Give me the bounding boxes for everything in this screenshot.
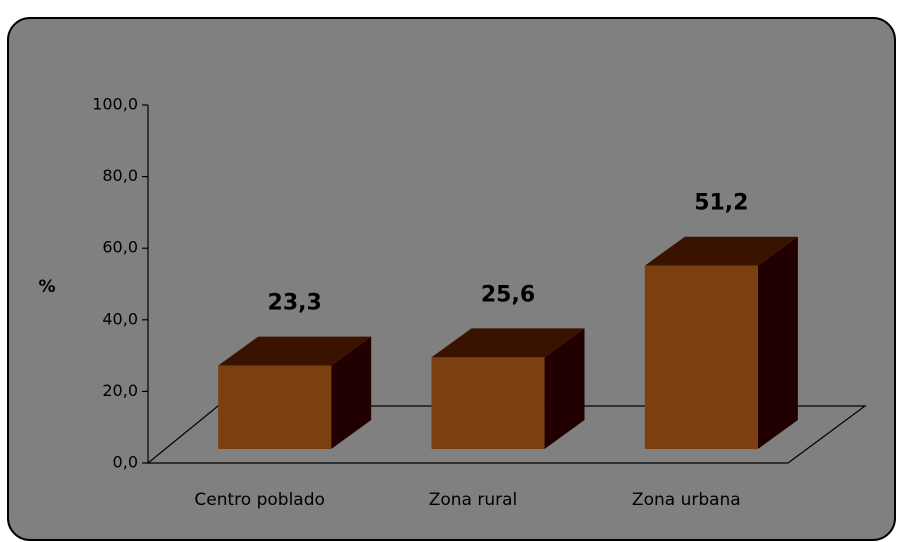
bar-top: [431, 328, 585, 358]
bar-side: [757, 236, 798, 449]
y-tick-label: 40,0: [102, 309, 138, 328]
y-axis-label: %: [38, 277, 55, 297]
x-tick-label: Centro poblado: [194, 490, 325, 510]
y-tick-label: 0,0: [113, 453, 138, 472]
value-label: 25,6: [481, 282, 535, 307]
bar-top: [644, 236, 798, 266]
bar-side: [544, 328, 585, 449]
bar: [218, 365, 332, 449]
bar: [431, 357, 545, 449]
x-tick-label: Zona urbana: [632, 490, 741, 510]
x-tick-label: Zona rural: [429, 490, 518, 510]
value-label: 51,2: [694, 191, 748, 216]
bar-top: [218, 336, 372, 366]
bar: [644, 265, 758, 449]
y-tick-label: 20,0: [102, 381, 138, 400]
floor: [146, 405, 867, 464]
y-tick-label: 60,0: [102, 238, 138, 257]
value-label: 23,3: [268, 291, 322, 316]
y-tick-label: 80,0: [102, 166, 138, 185]
y-tick-label: 100,0: [92, 95, 138, 114]
bar-side: [331, 336, 372, 449]
